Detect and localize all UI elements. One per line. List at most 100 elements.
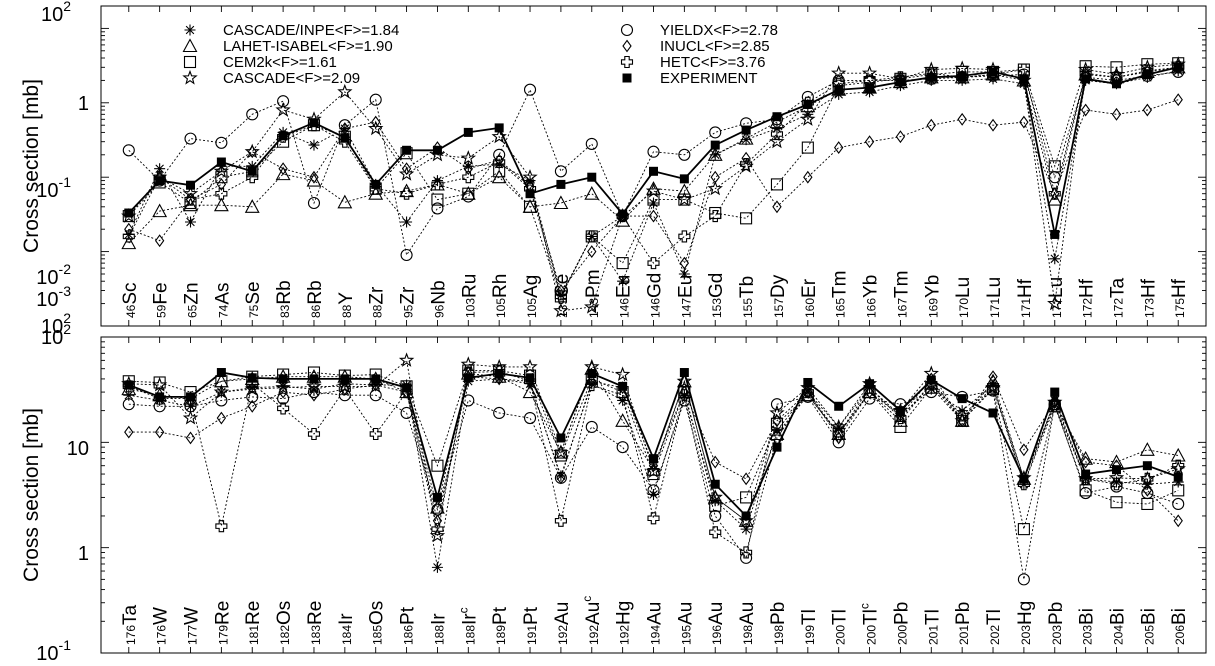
data-point — [834, 401, 844, 411]
data-point — [524, 175, 536, 187]
data-point — [587, 172, 597, 182]
data-point — [430, 499, 445, 514]
y-tick-label: 10-1 — [36, 637, 71, 665]
data-point — [278, 131, 288, 141]
data-point — [738, 158, 754, 173]
data-point — [124, 208, 134, 218]
data-point — [152, 203, 168, 218]
data-point — [277, 402, 290, 415]
isotope-label: 147Eu — [675, 275, 696, 318]
data-point — [1142, 70, 1152, 80]
data-point — [155, 392, 165, 402]
data-point — [1141, 497, 1154, 511]
data-point — [431, 193, 444, 206]
isotope-label: 200Tlc — [858, 603, 882, 645]
data-point — [244, 199, 260, 213]
data-point — [368, 186, 384, 200]
data-point — [491, 128, 507, 144]
data-point — [1173, 514, 1183, 528]
data-point — [277, 380, 289, 392]
data-point — [771, 123, 783, 135]
data-point — [926, 118, 936, 132]
data-point — [431, 523, 444, 536]
data-point — [803, 170, 813, 184]
data-point — [247, 373, 257, 383]
legend-marker-triangle — [182, 38, 198, 53]
data-point — [1172, 497, 1185, 511]
data-point — [741, 125, 751, 135]
isotope-label: 201Pb — [953, 602, 974, 645]
isotope-label: 203Bi — [1077, 608, 1098, 645]
data-point — [861, 65, 878, 80]
data-point — [1110, 476, 1122, 488]
data-point — [894, 420, 907, 433]
data-point — [1173, 93, 1183, 107]
data-point — [462, 160, 474, 172]
data-point — [400, 187, 413, 200]
data-point — [431, 503, 444, 516]
y-tick-label: 10-1 — [36, 174, 71, 202]
data-point — [895, 77, 905, 87]
data-point — [957, 71, 967, 81]
data-point — [278, 162, 288, 176]
data-point — [307, 196, 321, 210]
isotope-label: 176Ta — [120, 604, 141, 645]
data-point — [523, 412, 537, 425]
data-point — [460, 186, 476, 200]
data-point — [213, 163, 230, 178]
series-points-experiment — [124, 62, 1183, 239]
data-point — [278, 374, 288, 384]
data-point — [401, 162, 412, 176]
data-point — [463, 373, 473, 383]
isotope-label: 185Os — [367, 601, 388, 645]
data-point — [740, 134, 752, 146]
data-point — [183, 197, 198, 212]
data-point — [275, 166, 291, 181]
isotope-label: 105Ag — [521, 275, 542, 318]
data-point — [123, 389, 135, 401]
data-point — [370, 379, 382, 391]
data-point — [554, 514, 567, 527]
data-point — [646, 462, 661, 476]
data-point — [309, 118, 319, 128]
data-point — [1049, 394, 1061, 406]
data-point — [1080, 455, 1091, 469]
isotope-label: 75Se — [243, 281, 264, 318]
data-point — [1110, 496, 1123, 509]
isotope-label: 74As — [212, 282, 233, 318]
data-point — [432, 492, 442, 502]
data-point — [1047, 295, 1063, 311]
legend-label: CEM2k<F>=1.61 — [223, 54, 337, 71]
data-point — [585, 137, 598, 150]
series-line-hetc — [128, 371, 1179, 554]
legend-marker-cross — [620, 55, 634, 69]
y-axis-ticks — [101, 336, 1206, 654]
data-point — [247, 166, 257, 176]
data-point — [1111, 107, 1122, 121]
isotope-label: 105Rh — [490, 274, 511, 318]
isotope-label: 194Au — [645, 602, 666, 645]
data-point — [923, 61, 939, 77]
data-point — [676, 373, 692, 388]
isotope-label: 146Eu — [614, 275, 635, 318]
data-point — [894, 409, 906, 421]
isotope-label: 175Hf — [1169, 278, 1190, 318]
data-point — [709, 526, 722, 539]
data-point — [893, 413, 908, 427]
isotope-label: 171Hf — [1015, 278, 1036, 318]
series-line-lahet-isabel — [128, 66, 1179, 244]
isotope-label: 202Tl — [984, 609, 1005, 645]
data-point — [772, 442, 782, 452]
data-point — [769, 133, 785, 149]
data-point — [306, 172, 322, 187]
data-point — [771, 424, 783, 436]
data-point — [802, 386, 814, 398]
isotope-label: 198Au — [737, 602, 758, 645]
data-point — [339, 378, 351, 390]
y-tick-label: 10 — [67, 438, 89, 460]
y-tick-label: 102 — [41, 321, 71, 349]
data-point — [555, 289, 567, 301]
series-line-cem2k — [128, 62, 1179, 298]
data-point — [740, 523, 752, 535]
isotope-label: 96Nb — [428, 280, 449, 318]
